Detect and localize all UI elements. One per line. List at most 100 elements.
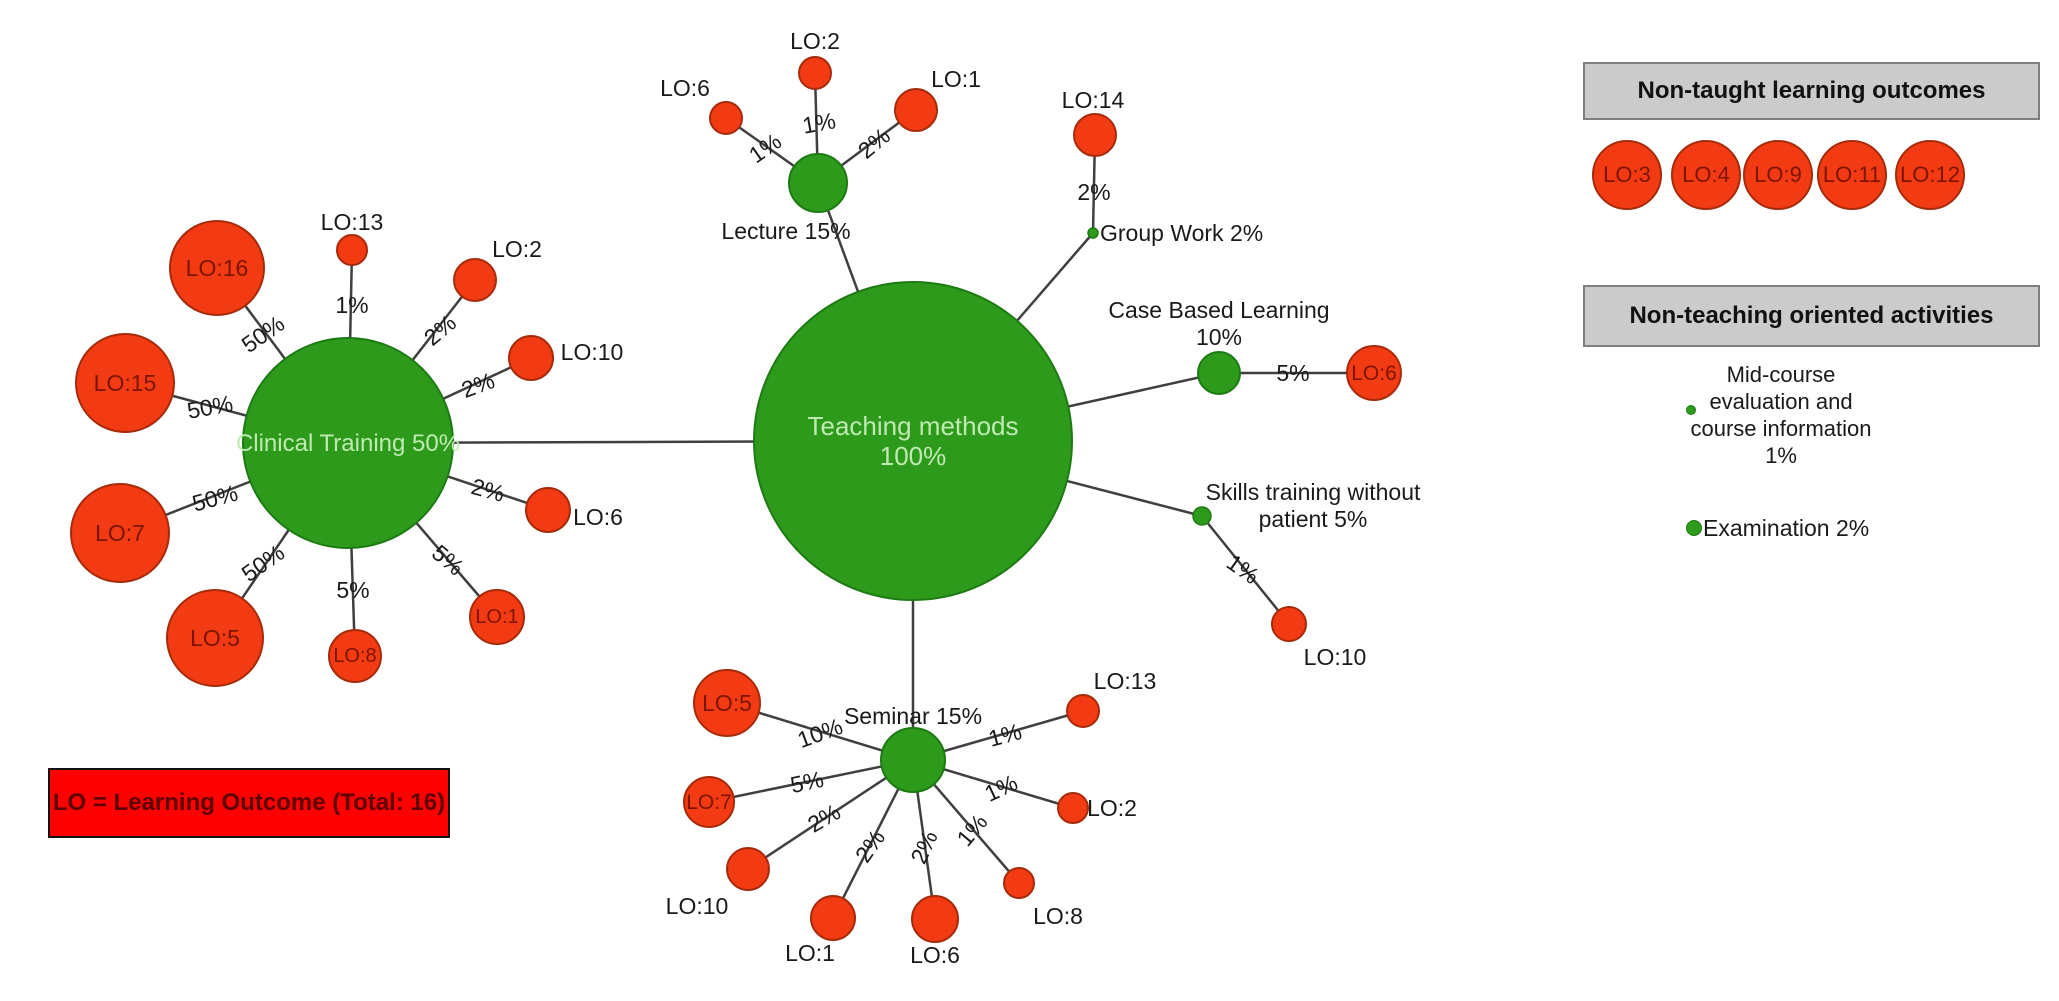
node-label-c6: LO:6	[573, 504, 623, 530]
node-label-teaching: Teaching methods 100%	[807, 411, 1018, 471]
node-label-c13: LO:13	[321, 209, 384, 235]
node-label-m2: LO:2	[1087, 795, 1137, 821]
mid-course-line: 1%	[1765, 443, 1797, 468]
mid-course-evaluation-item: Mid-course evaluation and course informa…	[1646, 361, 1916, 469]
non-taught-outcome-circle: LO:12	[1895, 140, 1965, 210]
outcome-node-m1	[810, 895, 856, 941]
node-label-clinical: Clinical Training 50%	[236, 430, 460, 457]
non-taught-outcome-circle: LO:3	[1592, 140, 1662, 210]
edge-label-clinical-c10: 2%	[458, 367, 498, 403]
node-label-c1: LO:1	[475, 606, 518, 628]
outcome-node-c13	[336, 234, 368, 266]
node-label-l6: LO:6	[660, 75, 710, 101]
edge-seminar-m7	[708, 758, 914, 804]
outcome-node-c1	[469, 589, 525, 645]
edge-label-clinical-c5: 50%	[237, 539, 290, 587]
method-node-skills	[1192, 506, 1212, 526]
node-label-l2: LO:2	[790, 28, 840, 54]
node-label-s10: LO:10	[1304, 644, 1367, 670]
node-label-m8: LO:8	[1033, 903, 1083, 929]
node-label-c2: LO:2	[492, 236, 542, 262]
node-label-c15: LO:15	[94, 370, 157, 396]
edge-label-clinical-c16: 50%	[237, 310, 290, 358]
node-label-seminar: Seminar 15%	[844, 703, 982, 729]
edge-label-clinical-c6: 2%	[469, 473, 508, 507]
mid-course-bullet-dot	[1686, 405, 1696, 415]
outcome-node-s10	[1271, 606, 1307, 642]
legend-box: LO = Learning Outcome (Total: 16)	[48, 768, 450, 838]
non-teaching-activities-header: Non-teaching oriented activities	[1583, 285, 2040, 347]
edge-label-clinical-c13: 1%	[335, 292, 368, 318]
method-node-cbl	[1197, 351, 1241, 395]
non-taught-outcome-circle: LO:9	[1743, 140, 1813, 210]
outcome-node-m6	[911, 895, 959, 943]
edge-label-clinical-c8: 5%	[336, 577, 369, 603]
edge-label-clinical-c1: 5%	[427, 539, 469, 580]
node-label-c8: LO:8	[333, 645, 376, 667]
edge-label-lecture-l1: 2%	[853, 122, 895, 163]
outcome-node-m10	[726, 847, 770, 891]
edge-label-skills-s10: 1%	[1222, 549, 1264, 589]
non-taught-outcome-circle: LO:4	[1671, 140, 1741, 210]
node-label-m7: LO:7	[686, 791, 732, 814]
edge-label-seminar-m2: 1%	[980, 769, 1021, 807]
edge-label-seminar-m5: 10%	[794, 713, 846, 753]
method-node-groupwork	[1087, 227, 1099, 239]
outcome-node-g14	[1073, 113, 1117, 157]
method-node-lecture	[788, 153, 848, 213]
edge-label-groupwork-g14: 2%	[1077, 179, 1110, 205]
outcome-node-c8	[328, 629, 382, 683]
edge-label-seminar-m6: 2%	[905, 826, 943, 867]
node-label-c10: LO:10	[561, 339, 624, 365]
node-label-m10: LO:10	[666, 893, 729, 919]
edge-label-seminar-m1: 2%	[850, 825, 890, 867]
node-label-lecture: Lecture 15%	[721, 218, 850, 244]
outcome-node-l2	[798, 56, 832, 90]
outcome-node-m8	[1003, 867, 1035, 899]
method-node-clinical	[242, 337, 454, 549]
outcome-node-c5	[166, 589, 264, 687]
node-label-m6: LO:6	[910, 942, 960, 968]
node-label-g14: LO:14	[1062, 87, 1125, 113]
edge-label-clinical-c15: 50%	[185, 390, 235, 424]
node-label-groupwork: Group Work 2%	[1100, 220, 1263, 246]
outcome-node-m7	[683, 776, 735, 828]
outcome-node-c16	[169, 220, 265, 316]
outcome-node-m2	[1057, 792, 1089, 824]
outcome-node-c6	[525, 487, 571, 533]
outcome-node-c7	[70, 483, 170, 583]
node-label-c7: LO:7	[95, 520, 145, 546]
edge-label-cbl-b6: 5%	[1276, 360, 1309, 386]
outcome-node-m13	[1066, 694, 1100, 728]
outcome-node-c10	[508, 335, 554, 381]
outcome-node-l1	[894, 88, 938, 132]
edge-skills-s10	[1201, 515, 1290, 625]
node-label-m5: LO:5	[702, 690, 752, 716]
non-taught-outcome-circle: LO:11	[1817, 140, 1887, 210]
edge-label-seminar-m7: 5%	[788, 766, 826, 798]
outcome-node-m5	[693, 669, 761, 737]
examination-item: Examination 2%	[1703, 515, 1870, 541]
outcome-node-b6	[1346, 345, 1402, 401]
node-label-m1: LO:1	[785, 940, 835, 966]
examination-bullet-dot	[1686, 520, 1702, 536]
node-label-skills: Skills training without patient 5%	[1206, 479, 1421, 532]
edge-label-seminar-m10: 2%	[803, 798, 845, 837]
outcome-node-l6	[709, 101, 743, 135]
node-label-c16: LO:16	[186, 255, 249, 281]
mid-course-line: course information	[1690, 416, 1872, 441]
node-label-l1: LO:1	[931, 66, 981, 92]
edge-label-clinical-c7: 50%	[189, 479, 240, 516]
node-label-b6: LO:6	[1351, 362, 1397, 385]
outcome-node-c2	[453, 258, 497, 302]
mid-course-line: Mid-course	[1726, 362, 1836, 387]
node-label-c5: LO:5	[190, 625, 240, 651]
edge-label-seminar-m13: 1%	[986, 718, 1025, 752]
method-node-seminar	[880, 727, 946, 793]
outcome-node-c15	[75, 333, 175, 433]
method-node-teaching	[753, 281, 1073, 601]
node-label-m13: LO:13	[1094, 668, 1157, 694]
edge-label-lecture-l2: 1%	[800, 107, 837, 138]
